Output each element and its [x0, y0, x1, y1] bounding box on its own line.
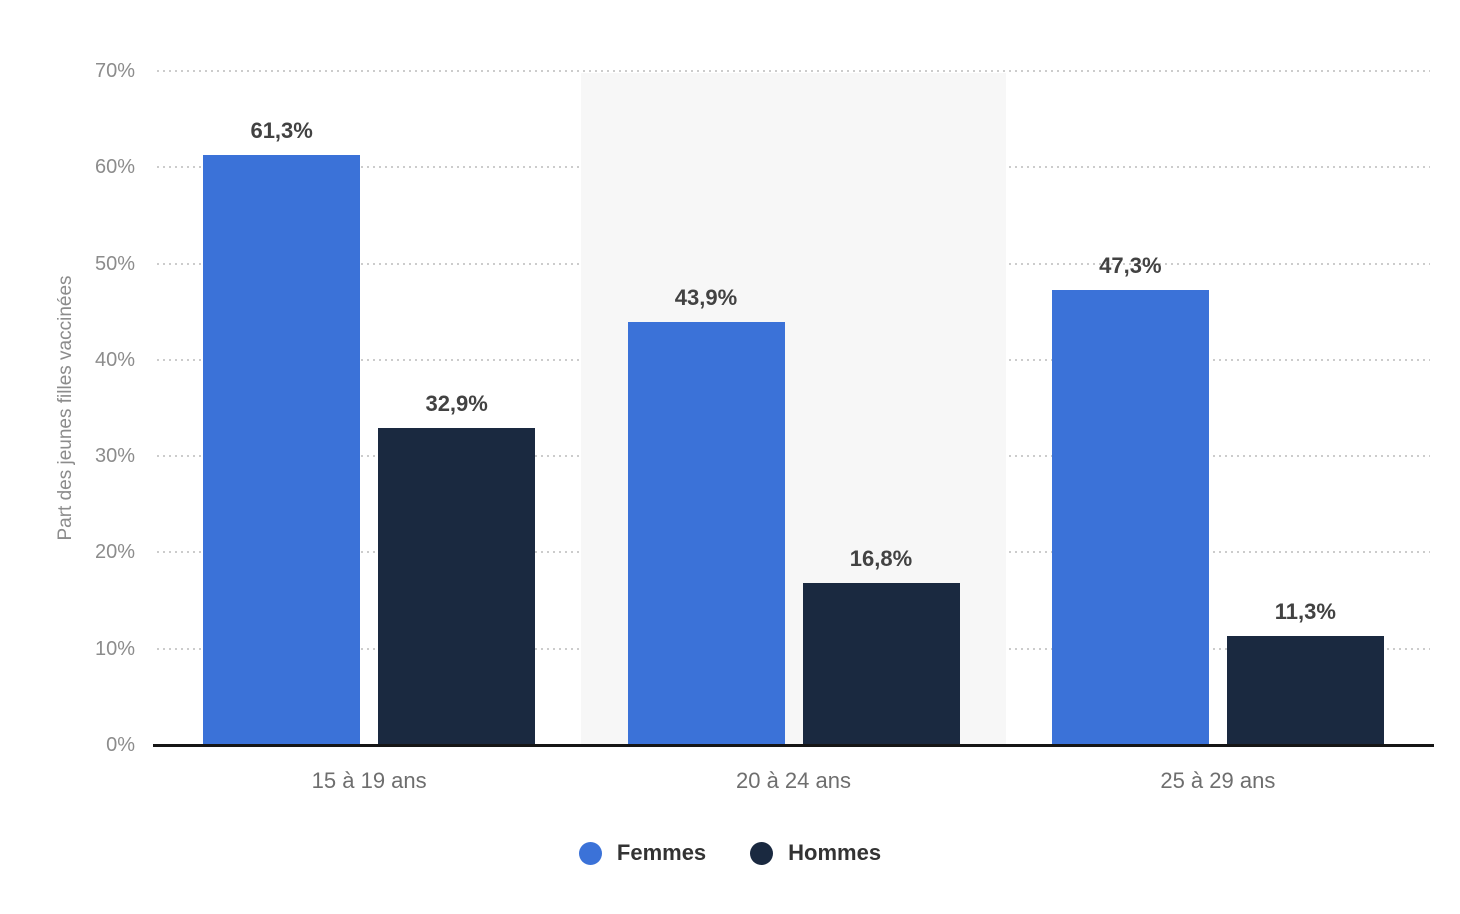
legend-label-femmes: Femmes	[616, 840, 707, 865]
x-category-label-15-a-19-ans: 15 à 19 ans	[311, 768, 427, 793]
bar-hommes-20-a-24-ans[interactable]	[802, 583, 960, 745]
plot-area: 61,3% 32,9% 43,9% 16,8% 47,3% 11,3%	[157, 70, 1430, 745]
bar-hommes-25-a-29-ans[interactable]	[1226, 636, 1384, 745]
value-label-femmes-15-a-19-ans: 61,3%	[250, 117, 313, 143]
legend-dot-hommes	[750, 841, 774, 865]
y-tick-label-70: 70%	[94, 60, 135, 82]
legend-item-hommes: Hommes	[750, 840, 881, 866]
y-tick-label-20: 20%	[94, 541, 135, 564]
value-label-hommes-25-a-29-ans: 11,3%	[1274, 599, 1336, 625]
legend-item-femmes: Femmes	[578, 840, 707, 866]
value-label-femmes-20-a-24-ans: 43,9%	[674, 285, 738, 311]
legend-label-hommes: Hommes	[788, 840, 882, 865]
y-tick-label-40: 40%	[94, 348, 135, 371]
bar-femmes-20-a-24-ans[interactable]	[627, 322, 785, 745]
y-tick-label-50: 50%	[94, 252, 135, 275]
y-tick-label-10: 10%	[94, 637, 135, 660]
x-axis-labels: 15 à 19 ans 20 à 24 ans 25 à 29 ans	[157, 764, 1430, 798]
value-label-hommes-20-a-24-ans: 16,8%	[849, 546, 913, 572]
y-tick-label-30: 30%	[94, 445, 135, 468]
value-label-hommes-15-a-19-ans: 32,9%	[425, 391, 488, 417]
y-tick-label-0: 0%	[106, 734, 135, 756]
x-category-label-20-a-24-ans: 20 à 24 ans	[736, 768, 851, 793]
bar-femmes-15-a-19-ans[interactable]	[203, 154, 361, 745]
x-axis-line	[153, 744, 1434, 747]
y-axis-ticks: 0% 10% 20% 30% 40% 50% 60% 70%	[0, 60, 135, 756]
x-category-label-25-a-29-ans: 25 à 29 ans	[1160, 768, 1276, 793]
bar-femmes-25-a-29-ans[interactable]	[1051, 289, 1209, 745]
bar-hommes-15-a-19-ans[interactable]	[378, 428, 536, 745]
y-tick-label-60: 60%	[94, 156, 135, 179]
gridline-70	[157, 70, 1430, 72]
legend: Femmes Hommes	[0, 840, 1460, 866]
legend-dot-femmes	[578, 841, 602, 865]
value-label-femmes-25-a-29-ans: 47,3%	[1099, 252, 1162, 278]
